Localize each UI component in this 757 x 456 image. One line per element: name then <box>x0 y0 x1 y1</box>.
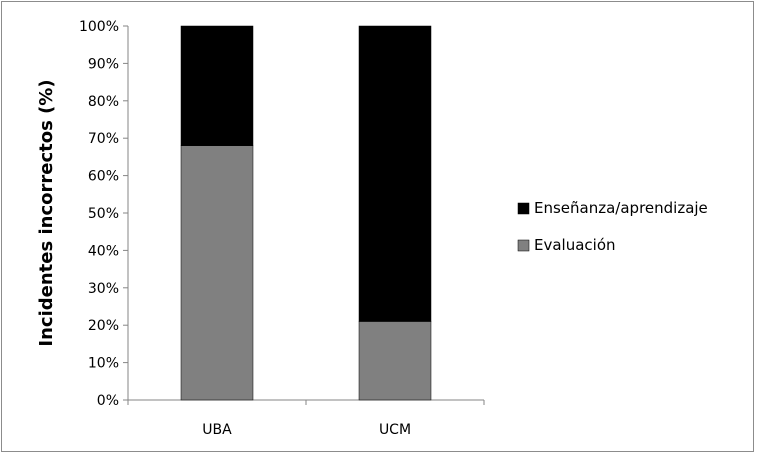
y-tick-label: 90% <box>88 56 119 72</box>
x-tick-label: UCM <box>379 422 411 438</box>
y-tick-label: 70% <box>88 131 119 147</box>
legend-swatch <box>517 202 530 215</box>
bar-segment-uba-evaluaci-n <box>180 145 254 401</box>
legend: Enseñanza/aprendizaje Evaluación <box>517 199 708 254</box>
y-tick-label: 30% <box>88 281 119 297</box>
y-tick-label: 40% <box>88 243 119 259</box>
label-layer: 0% 10% 20% 30% 40% 50% 60% 70% 80% 90% 100% UBA UCM <box>79 19 411 438</box>
y-axis-title: Incidentes incorrectos (%) <box>36 79 57 346</box>
y-tick-label: 50% <box>88 206 119 222</box>
bar-segment-ucm-evaluaci-n <box>358 321 432 401</box>
legend-swatch <box>517 239 530 252</box>
y-tick-label: 10% <box>88 356 119 372</box>
x-tick-label: UBA <box>202 422 232 438</box>
y-tick-label: 80% <box>88 94 119 110</box>
y-tick-label: 0% <box>97 393 119 409</box>
bar-layer <box>180 25 432 401</box>
y-tick-label: 20% <box>88 318 119 334</box>
y-tick-label: 100% <box>79 19 119 35</box>
legend-label: Enseñanza/aprendizaje <box>534 199 708 217</box>
y-tick-label: 60% <box>88 169 119 185</box>
bar-segment-ucm-ense-anza-aprendizaje <box>358 25 432 322</box>
bar-segment-uba-ense-anza-aprendizaje <box>180 25 254 146</box>
legend-label: Evaluación <box>534 236 616 254</box>
